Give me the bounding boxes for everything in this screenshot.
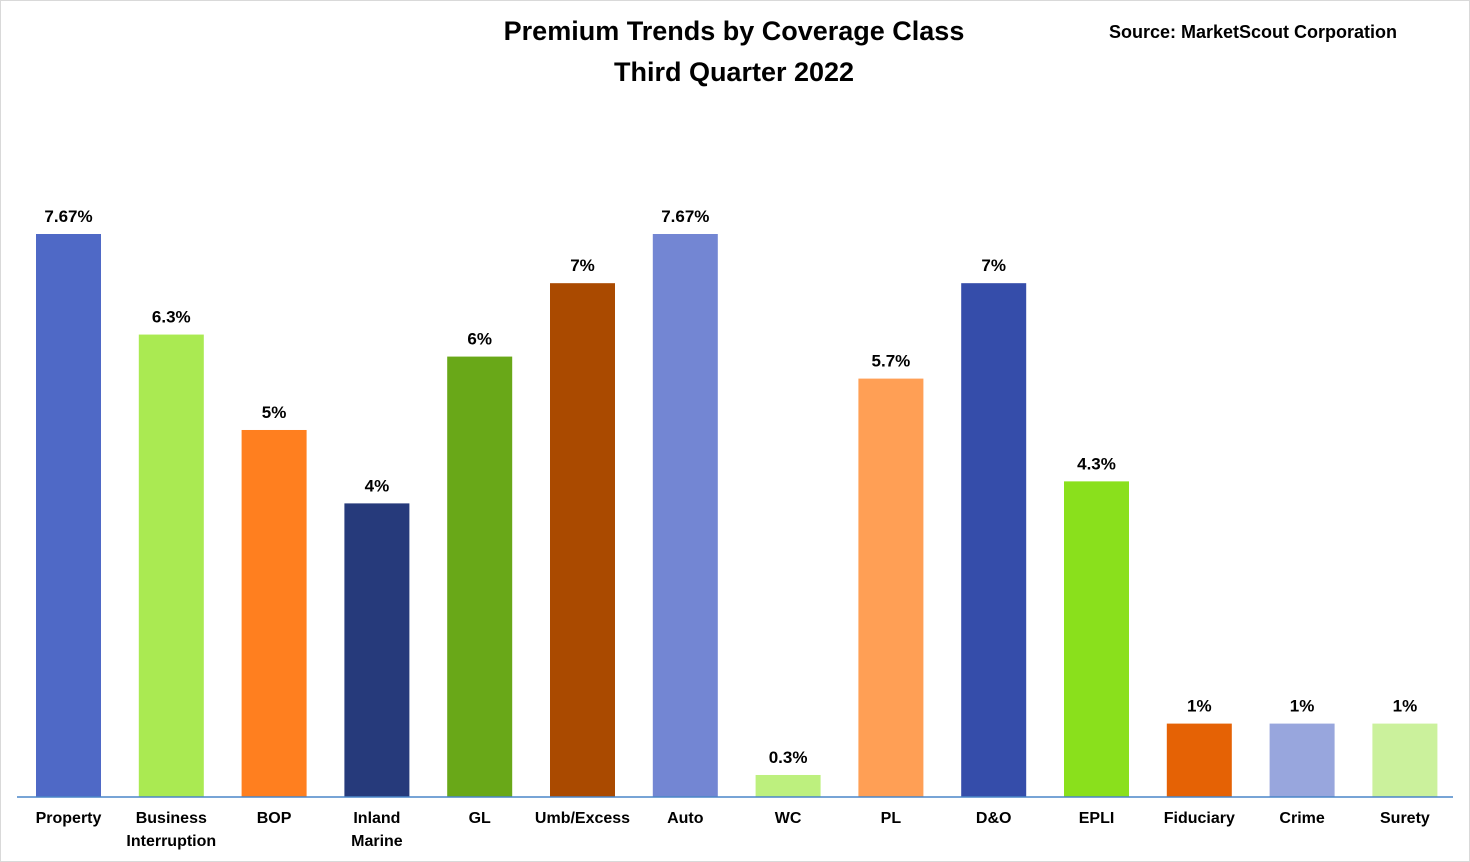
category-label: Business Interruption bbox=[126, 810, 216, 850]
data-label: 6.3% bbox=[152, 308, 191, 327]
bar bbox=[241, 429, 307, 797]
category-label: PL bbox=[881, 810, 902, 827]
bar bbox=[344, 503, 410, 797]
bar bbox=[858, 378, 924, 797]
bar bbox=[961, 283, 1027, 797]
bar bbox=[652, 234, 718, 797]
source-note: Source: MarketScout Corporation bbox=[1109, 22, 1398, 42]
category-label: Auto bbox=[667, 810, 704, 827]
data-label: 4.3% bbox=[1077, 454, 1116, 473]
bar bbox=[1269, 723, 1335, 797]
category-label: Crime bbox=[1279, 810, 1324, 827]
category-label: EPLI bbox=[1079, 810, 1115, 827]
data-label: 1% bbox=[1290, 697, 1315, 716]
data-label: 1% bbox=[1393, 697, 1418, 716]
category-label: Inland Marine bbox=[351, 810, 403, 850]
bar bbox=[36, 234, 101, 797]
bar bbox=[447, 356, 513, 797]
bar bbox=[755, 774, 821, 797]
category-label: BOP bbox=[257, 810, 292, 827]
data-label: 1% bbox=[1187, 697, 1212, 716]
data-label: 5% bbox=[262, 403, 287, 422]
category-label: WC bbox=[775, 810, 802, 827]
data-label: 7% bbox=[570, 256, 595, 275]
data-label: 6% bbox=[467, 330, 492, 349]
category-label: Umb/Excess bbox=[535, 810, 630, 827]
data-label: 5.7% bbox=[872, 352, 911, 371]
bar bbox=[1166, 723, 1232, 797]
data-label: 7.67% bbox=[661, 207, 709, 226]
chart-title: Premium Trends by Coverage Class bbox=[503, 16, 965, 46]
category-label: D&O bbox=[976, 810, 1012, 827]
category-label: Fiduciary bbox=[1164, 810, 1235, 827]
data-label: 0.3% bbox=[769, 748, 808, 767]
bar bbox=[1372, 723, 1438, 797]
bar bbox=[138, 334, 204, 797]
data-label: 4% bbox=[365, 476, 390, 495]
category-label: Property bbox=[36, 810, 102, 827]
bar bbox=[1064, 481, 1129, 797]
data-label: 7% bbox=[981, 256, 1006, 275]
category-label: Surety bbox=[1380, 810, 1430, 827]
category-label: GL bbox=[469, 810, 491, 827]
bar bbox=[550, 283, 615, 797]
data-label: 7.67% bbox=[44, 207, 92, 226]
chart-subtitle: Third Quarter 2022 bbox=[613, 57, 855, 87]
